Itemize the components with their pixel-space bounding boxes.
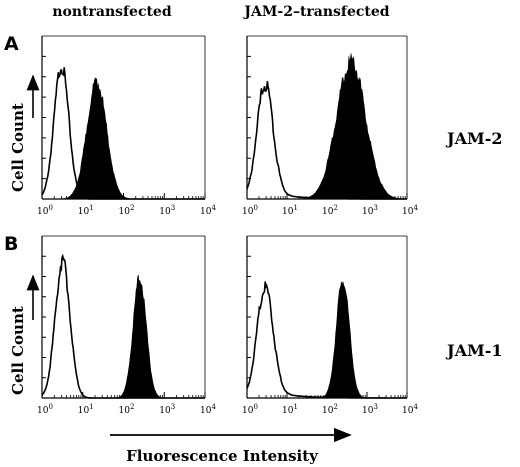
x-axis-label: Fluorescence Intensity xyxy=(126,447,319,465)
x-tick-label: 103 xyxy=(159,204,175,217)
histogram-panel-b-transfected: 100 101 102 103 104 xyxy=(242,235,418,416)
column-header-nontransfected: nontransfected xyxy=(52,4,171,20)
x-tick-label: 102 xyxy=(119,403,135,416)
histogram-filled-series xyxy=(247,281,407,399)
x-tick-label: 100 xyxy=(242,403,258,416)
x-tick-label: 101 xyxy=(282,204,298,217)
x-tick-label: 101 xyxy=(78,403,94,416)
histogram-panel-b-nontransfected: 100 101 102 103 104 xyxy=(37,235,216,416)
x-tick-label: 103 xyxy=(362,403,378,416)
x-tick-label: 103 xyxy=(362,204,378,217)
histogram-panel-a-transfected: 100 101 102 103 104 xyxy=(242,35,418,217)
x-tick-label: 101 xyxy=(282,403,298,416)
panel-letter-b: B xyxy=(4,233,18,255)
x-tick-label: 104 xyxy=(200,403,216,416)
y-axis-label-bottom: Cell Count xyxy=(9,306,27,395)
histogram-filled-series xyxy=(247,53,408,200)
histogram-panel-a-nontransfected: 100 101 102 103 104 xyxy=(37,35,216,217)
panel-letter-a: A xyxy=(4,33,19,55)
x-tick-label: 104 xyxy=(402,403,418,416)
x-tick-label: 104 xyxy=(402,204,418,217)
x-tick-label: 100 xyxy=(242,204,258,217)
y-axis-title-bottom: Cell Count xyxy=(9,274,40,395)
x-tick-label: 101 xyxy=(78,204,94,217)
histogram-outline-series xyxy=(41,67,205,200)
x-tick-label: 102 xyxy=(322,204,338,217)
x-tick-label: 104 xyxy=(200,204,216,217)
x-tick-label: 100 xyxy=(37,204,53,217)
row-label-jam-1: JAM-1 xyxy=(445,341,502,360)
x-tick-label: 102 xyxy=(119,204,135,217)
x-tick-label: 103 xyxy=(159,403,175,416)
x-tick-label: 102 xyxy=(322,403,338,416)
row-label-jam-2: JAM-2 xyxy=(445,129,502,148)
x-tick-label: 100 xyxy=(37,403,53,416)
histogram-filled-series xyxy=(42,77,205,200)
histogram-outline-series xyxy=(246,281,407,399)
histogram-outline-series xyxy=(41,253,205,399)
y-axis-title-top: Cell Count xyxy=(9,74,40,192)
y-axis-label-top: Cell Count xyxy=(9,103,27,192)
column-header-transfected: JAM-2–transfected xyxy=(242,4,389,20)
histogram-filled-series xyxy=(42,274,205,399)
